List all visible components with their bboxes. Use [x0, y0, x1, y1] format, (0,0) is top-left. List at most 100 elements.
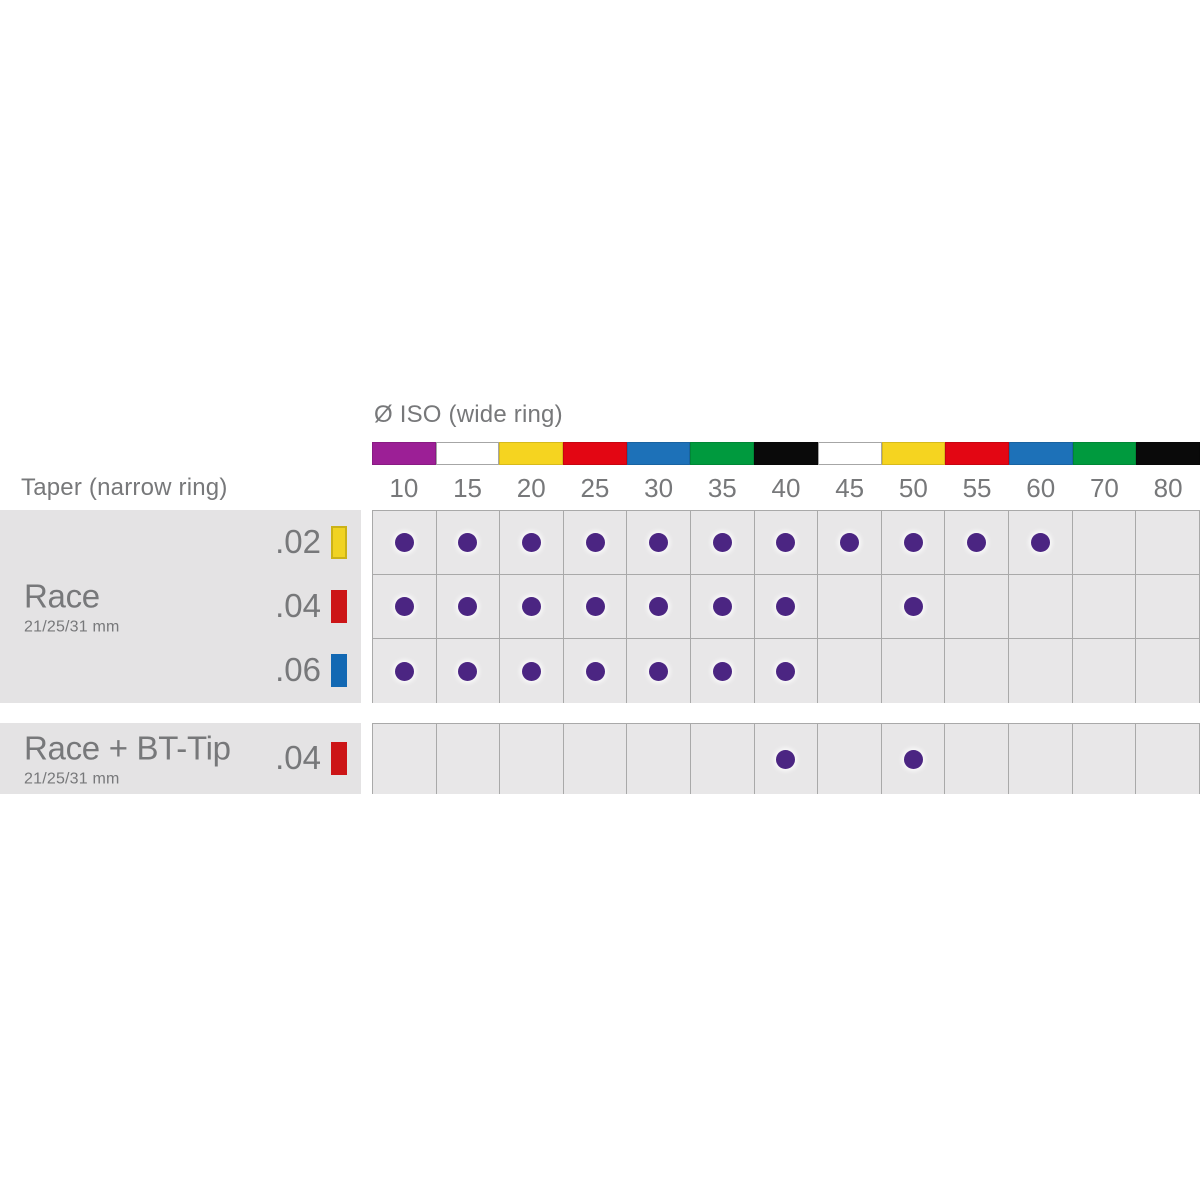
taper-row-label: .06	[275, 638, 347, 702]
iso-size-header: 10 15 20 25 30 35 40 45 50 55 60 70 80	[372, 471, 1200, 505]
group-name: Race + BT-Tip	[24, 729, 231, 766]
grid-cell	[1136, 511, 1199, 574]
grid-cell	[945, 639, 1010, 703]
taper-value-label: .04	[275, 739, 321, 776]
grid-cell	[1009, 639, 1073, 703]
group-title: Race + BT-Tip 21/25/31 mm	[24, 729, 231, 788]
group-panel: Race + BT-Tip 21/25/31 mm .04	[0, 723, 361, 794]
grid-cell	[1072, 575, 1137, 638]
iso-size-label: 25	[580, 472, 610, 503]
availability-dot	[585, 597, 605, 616]
grid-cell	[436, 639, 501, 703]
grid-cell	[1009, 724, 1073, 794]
availability-dot	[776, 533, 796, 552]
availability-dot	[1030, 533, 1050, 552]
group-lengths: 21/25/31 mm	[24, 770, 120, 787]
availability-dot	[585, 661, 605, 681]
availability-dot	[903, 597, 923, 616]
iso-ring-color-segment	[1136, 442, 1200, 465]
taper-axis-label: Taper (narrow ring)	[21, 474, 228, 501]
iso-size-label: 60	[1026, 472, 1056, 503]
taper-color-swatch	[331, 589, 347, 623]
availability-dot	[394, 533, 414, 552]
availability-dot	[712, 597, 732, 616]
grid-cell	[627, 511, 692, 574]
availability-dot	[649, 533, 669, 552]
grid-cell	[1072, 639, 1137, 703]
iso-size-label: 35	[707, 472, 737, 503]
availability-dot	[522, 597, 542, 616]
taper-color-swatch	[331, 653, 347, 687]
grid-cell	[945, 511, 1010, 574]
taper-value-label: .04	[275, 587, 321, 624]
availability-dot	[522, 661, 542, 681]
grid-cell	[500, 511, 564, 574]
grid-cell	[563, 724, 628, 794]
availability-dot	[712, 533, 732, 552]
grid-cell	[691, 575, 755, 638]
grid-cell	[1072, 724, 1137, 794]
grid-cell	[1136, 575, 1199, 638]
grid-cell	[691, 639, 755, 703]
iso-size-label: 50	[898, 472, 928, 503]
iso-ring-color-segment	[435, 442, 500, 465]
iso-ring-color-segment	[499, 442, 564, 465]
grid-cell	[373, 575, 437, 638]
availability-dot	[903, 749, 923, 769]
taper-value-label: .02	[275, 523, 321, 560]
iso-ring-color-segment	[372, 442, 436, 465]
grid-cell	[691, 511, 755, 574]
availability-dot	[776, 661, 796, 681]
grid-cell	[881, 575, 946, 638]
grid-cell	[1009, 575, 1073, 638]
grid-cell	[1072, 511, 1137, 574]
iso-ring-color-segment	[945, 442, 1009, 465]
grid-cell	[818, 511, 882, 574]
grid-row	[373, 575, 1199, 639]
iso-ring-color-segment	[881, 442, 946, 465]
availability-dot	[394, 661, 414, 681]
availability-dot	[458, 597, 478, 616]
grid-cell	[436, 511, 501, 574]
grid-cell	[500, 639, 564, 703]
availability-dot	[458, 533, 478, 552]
availability-dot	[776, 749, 796, 769]
grid-cell	[1009, 511, 1073, 574]
grid-cell	[945, 575, 1010, 638]
grid-cell	[818, 575, 882, 638]
group-lengths: 21/25/31 mm	[24, 618, 120, 635]
grid-cell	[373, 511, 437, 574]
grid-cell	[1136, 724, 1199, 794]
availability-dot	[840, 533, 860, 552]
availability-dot	[903, 533, 923, 552]
taper-row-label: .04	[275, 574, 347, 638]
iso-size-label: 10	[389, 472, 419, 503]
grid-cell	[754, 511, 819, 574]
grid-cell	[436, 724, 501, 794]
group-title: Race 21/25/31 mm	[24, 577, 120, 636]
iso-size-label: 30	[644, 472, 674, 503]
grid-cell	[754, 639, 819, 703]
grid-cell	[945, 724, 1010, 794]
grid-cell	[563, 511, 628, 574]
availability-dot	[649, 597, 669, 616]
availability-dot	[522, 533, 542, 552]
grid-cell	[881, 724, 946, 794]
iso-size-label: 20	[516, 472, 546, 503]
grid-cell	[627, 575, 692, 638]
grid-cell	[563, 575, 628, 638]
iso-ring-color-segment	[690, 442, 755, 465]
iso-ring-color-segment	[626, 442, 691, 465]
availability-grid	[372, 723, 1200, 794]
grid-cell	[754, 724, 819, 794]
iso-size-label: 80	[1153, 472, 1183, 503]
grid-cell	[627, 724, 692, 794]
taper-color-swatch	[331, 525, 347, 559]
grid-cell	[500, 575, 564, 638]
iso-size-label: 40	[771, 472, 801, 503]
availability-dot	[967, 533, 987, 552]
grid-row	[373, 724, 1199, 794]
iso-ring-color-segment	[1072, 442, 1137, 465]
availability-dot	[585, 533, 605, 552]
